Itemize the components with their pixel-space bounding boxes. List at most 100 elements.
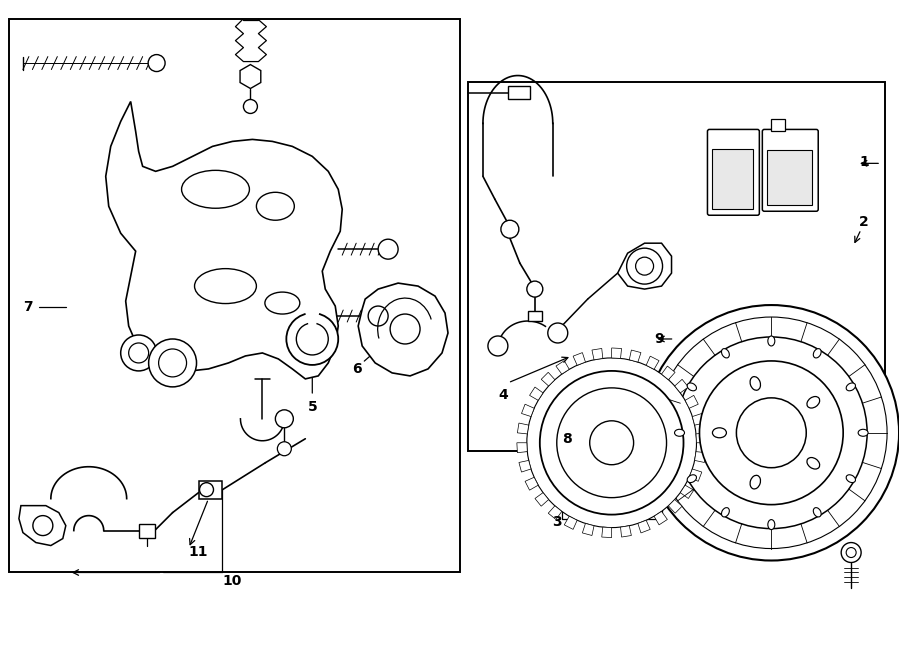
Circle shape bbox=[557, 388, 667, 498]
Circle shape bbox=[540, 371, 683, 515]
Circle shape bbox=[286, 313, 338, 365]
Polygon shape bbox=[582, 524, 594, 535]
Ellipse shape bbox=[194, 268, 256, 303]
Polygon shape bbox=[685, 395, 698, 408]
Circle shape bbox=[590, 421, 634, 465]
Polygon shape bbox=[517, 443, 527, 453]
Polygon shape bbox=[696, 433, 706, 443]
Text: 11: 11 bbox=[189, 545, 208, 559]
Polygon shape bbox=[525, 477, 538, 490]
Polygon shape bbox=[689, 469, 702, 481]
Polygon shape bbox=[556, 361, 569, 374]
Polygon shape bbox=[695, 451, 706, 463]
Bar bbox=[139, 524, 155, 537]
Ellipse shape bbox=[688, 475, 697, 483]
Circle shape bbox=[626, 248, 662, 284]
Polygon shape bbox=[646, 356, 659, 369]
Circle shape bbox=[296, 323, 328, 355]
Circle shape bbox=[676, 337, 867, 529]
Circle shape bbox=[526, 358, 697, 527]
Polygon shape bbox=[519, 461, 531, 472]
Circle shape bbox=[368, 306, 388, 326]
Circle shape bbox=[736, 398, 806, 468]
Text: 7: 7 bbox=[22, 300, 32, 314]
Bar bbox=[713, 149, 753, 210]
Ellipse shape bbox=[768, 520, 775, 529]
FancyBboxPatch shape bbox=[762, 130, 818, 212]
Polygon shape bbox=[105, 102, 342, 379]
Circle shape bbox=[655, 317, 887, 549]
Ellipse shape bbox=[750, 377, 760, 390]
Text: 5: 5 bbox=[309, 400, 318, 414]
Circle shape bbox=[635, 257, 653, 275]
Text: 3: 3 bbox=[552, 515, 562, 529]
Ellipse shape bbox=[846, 475, 856, 483]
Polygon shape bbox=[521, 405, 535, 416]
Circle shape bbox=[501, 220, 519, 238]
Ellipse shape bbox=[674, 429, 685, 436]
Ellipse shape bbox=[182, 171, 249, 208]
Circle shape bbox=[378, 239, 398, 259]
Circle shape bbox=[699, 361, 843, 504]
Circle shape bbox=[846, 547, 856, 557]
Circle shape bbox=[129, 343, 148, 363]
Ellipse shape bbox=[750, 475, 760, 489]
Polygon shape bbox=[675, 379, 688, 393]
Text: 4: 4 bbox=[498, 388, 508, 402]
Ellipse shape bbox=[768, 336, 775, 346]
Text: 2: 2 bbox=[860, 215, 868, 229]
Circle shape bbox=[148, 339, 196, 387]
Circle shape bbox=[243, 100, 257, 114]
Polygon shape bbox=[529, 387, 543, 401]
Bar bbox=[199, 481, 222, 498]
Ellipse shape bbox=[722, 348, 729, 358]
Circle shape bbox=[548, 323, 568, 343]
Text: 10: 10 bbox=[222, 574, 242, 588]
Circle shape bbox=[148, 55, 165, 71]
Circle shape bbox=[488, 336, 508, 356]
Circle shape bbox=[158, 349, 186, 377]
Polygon shape bbox=[617, 243, 671, 289]
Polygon shape bbox=[692, 414, 705, 425]
Circle shape bbox=[526, 281, 543, 297]
Polygon shape bbox=[669, 500, 682, 513]
Ellipse shape bbox=[858, 429, 868, 436]
Circle shape bbox=[121, 335, 157, 371]
Polygon shape bbox=[592, 348, 603, 360]
Ellipse shape bbox=[846, 383, 856, 391]
Bar bbox=[468, 81, 885, 451]
Ellipse shape bbox=[807, 457, 820, 469]
Polygon shape bbox=[629, 350, 641, 362]
Polygon shape bbox=[654, 512, 668, 525]
Ellipse shape bbox=[807, 397, 820, 408]
Polygon shape bbox=[358, 283, 448, 376]
Circle shape bbox=[644, 305, 899, 561]
Circle shape bbox=[277, 442, 292, 455]
Circle shape bbox=[275, 410, 293, 428]
Circle shape bbox=[200, 483, 213, 496]
Bar bbox=[9, 19, 460, 572]
Polygon shape bbox=[573, 352, 585, 366]
Ellipse shape bbox=[722, 508, 729, 517]
Bar bbox=[771, 120, 786, 132]
Ellipse shape bbox=[256, 192, 294, 220]
FancyBboxPatch shape bbox=[707, 130, 760, 215]
Polygon shape bbox=[602, 527, 612, 537]
Circle shape bbox=[390, 314, 420, 344]
Bar bbox=[508, 85, 530, 100]
Bar bbox=[527, 311, 542, 321]
Polygon shape bbox=[612, 348, 622, 358]
Polygon shape bbox=[535, 492, 549, 506]
Ellipse shape bbox=[688, 383, 697, 391]
Circle shape bbox=[33, 516, 53, 535]
Polygon shape bbox=[541, 372, 555, 386]
Polygon shape bbox=[638, 520, 650, 533]
Circle shape bbox=[842, 543, 861, 563]
Polygon shape bbox=[564, 516, 577, 529]
Text: 1: 1 bbox=[860, 155, 868, 169]
Ellipse shape bbox=[814, 348, 821, 358]
Polygon shape bbox=[680, 485, 694, 498]
Polygon shape bbox=[620, 525, 632, 537]
Polygon shape bbox=[548, 506, 562, 520]
Text: 8: 8 bbox=[562, 432, 572, 446]
